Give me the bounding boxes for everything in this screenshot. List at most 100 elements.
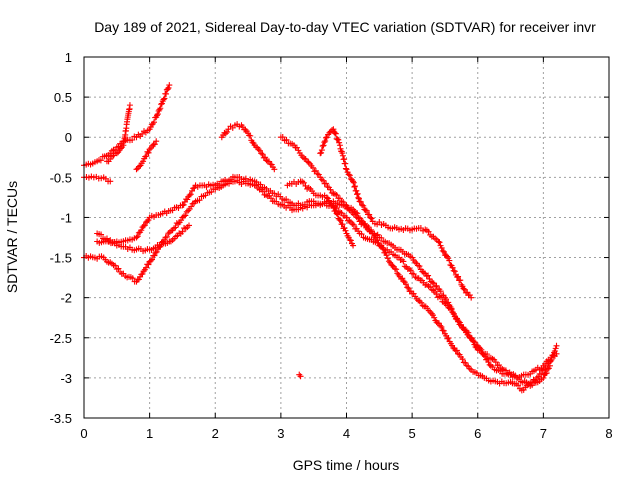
series-track-g [94, 222, 192, 255]
data-point [359, 201, 366, 208]
data-point [326, 197, 332, 204]
data-point [433, 290, 440, 297]
data-point [553, 350, 560, 357]
grid-lines [84, 57, 609, 418]
x-tick-label: 7 [540, 426, 547, 441]
y-tick-label: -3 [60, 371, 72, 386]
data-point [437, 288, 444, 295]
data-point [453, 315, 460, 322]
data-point [258, 150, 265, 157]
data-point [323, 134, 330, 141]
data-point [140, 223, 147, 230]
data-point [440, 248, 447, 255]
data-point [345, 234, 352, 241]
data-point [113, 150, 120, 157]
data-point [450, 310, 457, 317]
data-point [455, 273, 462, 280]
data-point [357, 198, 364, 205]
data-point [323, 194, 330, 201]
x-tick-label: 6 [474, 426, 481, 441]
data-point [400, 258, 407, 265]
data-point [420, 269, 427, 276]
data-point [354, 190, 361, 197]
data-point [126, 102, 133, 109]
y-tick-label: -3.5 [50, 411, 72, 426]
data-point [262, 154, 269, 161]
data-point [271, 166, 278, 173]
data-point [145, 261, 152, 268]
data-point [323, 180, 330, 187]
data-point [433, 282, 440, 289]
data-point [355, 194, 362, 201]
y-tick-label: 1 [65, 50, 72, 65]
series-outliers [296, 371, 304, 380]
data-point [443, 296, 450, 303]
data-point [297, 373, 304, 380]
data-point [351, 183, 358, 190]
data-point [147, 257, 154, 264]
data-point [334, 211, 341, 218]
data-point [216, 182, 223, 189]
data-point [103, 235, 110, 242]
data-point [309, 164, 316, 171]
data-point [445, 299, 452, 306]
data-point [115, 265, 122, 272]
data-point [436, 239, 443, 246]
chart-title: Day 189 of 2021, Sidereal Day-to-day VTE… [94, 19, 596, 35]
data-point [224, 128, 231, 135]
data-point [438, 323, 445, 330]
data-point [97, 157, 104, 164]
data-point [196, 197, 203, 204]
data-point [156, 106, 163, 113]
data-point [546, 362, 553, 369]
data-point [263, 157, 270, 164]
data-point [384, 255, 391, 262]
data-point [326, 129, 333, 136]
data-points [81, 82, 560, 394]
data-point [330, 204, 337, 211]
data-point [164, 86, 171, 93]
data-point [172, 224, 179, 231]
series-track-f [94, 173, 560, 381]
data-point [133, 234, 140, 241]
data-point [136, 163, 143, 170]
data-point [486, 361, 493, 368]
data-point [343, 214, 350, 221]
data-point [283, 196, 290, 203]
data-point [339, 221, 346, 228]
data-point [107, 178, 114, 185]
data-point [153, 138, 160, 145]
data-point [322, 138, 329, 145]
data-point [342, 160, 349, 167]
data-point [318, 147, 325, 154]
y-tick-label: 0.5 [54, 90, 72, 105]
data-point [407, 267, 414, 274]
data-point [171, 225, 177, 232]
data-point [182, 212, 189, 219]
data-point [347, 237, 354, 244]
series-track-b [81, 173, 114, 185]
data-point [450, 267, 457, 274]
x-tick-label: 2 [212, 426, 219, 441]
data-point [180, 213, 187, 220]
data-point [492, 359, 499, 366]
data-point [366, 211, 373, 218]
data-point [402, 281, 409, 288]
data-point [399, 275, 406, 282]
data-point [358, 231, 365, 238]
data-point [337, 217, 344, 224]
data-point [540, 374, 547, 381]
data-point [318, 149, 325, 156]
data-point [129, 137, 136, 144]
y-tick-label: -2 [60, 291, 72, 306]
data-point [438, 244, 445, 251]
data-point [330, 126, 337, 133]
data-point [151, 141, 158, 148]
data-point [315, 171, 322, 178]
series-track-i [277, 133, 553, 389]
data-point [161, 95, 168, 102]
data-point [346, 217, 353, 224]
data-point [249, 139, 256, 146]
data-point [463, 362, 470, 369]
data-point [426, 275, 433, 282]
